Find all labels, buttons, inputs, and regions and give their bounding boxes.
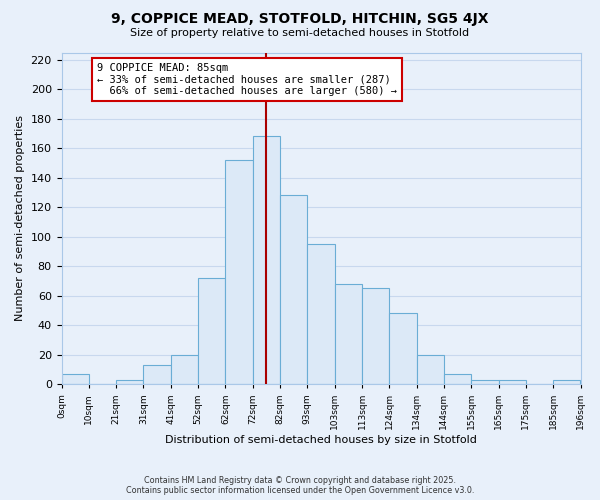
Bar (444, 374, 471, 384)
Bar (416, 354, 444, 384)
Text: Size of property relative to semi-detached houses in Stotfold: Size of property relative to semi-detach… (130, 28, 470, 38)
Bar (335, 284, 362, 384)
Bar (499, 380, 526, 384)
Bar (553, 380, 580, 384)
Bar (471, 380, 499, 384)
Bar (198, 278, 226, 384)
Text: 9, COPPICE MEAD, STOTFOLD, HITCHIN, SG5 4JX: 9, COPPICE MEAD, STOTFOLD, HITCHIN, SG5 … (111, 12, 489, 26)
Bar (171, 354, 198, 384)
Bar (362, 288, 389, 384)
Bar (280, 196, 307, 384)
Text: Contains HM Land Registry data © Crown copyright and database right 2025.
Contai: Contains HM Land Registry data © Crown c… (126, 476, 474, 495)
X-axis label: Distribution of semi-detached houses by size in Stotfold: Distribution of semi-detached houses by … (165, 435, 477, 445)
Bar (143, 365, 171, 384)
Y-axis label: Number of semi-detached properties: Number of semi-detached properties (15, 116, 25, 322)
Bar (253, 136, 280, 384)
Text: 9 COPPICE MEAD: 85sqm
← 33% of semi-detached houses are smaller (287)
  66% of s: 9 COPPICE MEAD: 85sqm ← 33% of semi-deta… (97, 63, 397, 96)
Bar (226, 160, 253, 384)
Bar (389, 314, 416, 384)
Bar (116, 380, 143, 384)
Bar (62, 374, 89, 384)
Bar (307, 244, 335, 384)
